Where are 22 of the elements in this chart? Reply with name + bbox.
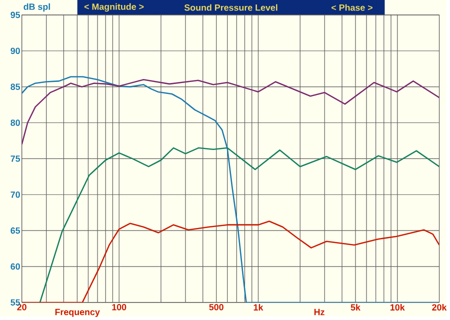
chart-title: Sound Pressure Level [184, 4, 278, 11]
text: Hz [314, 308, 324, 315]
x-tick-label: 500 [209, 304, 224, 310]
y-tick-label: 70 [10, 191, 20, 198]
y-tick-label: 95 [10, 12, 20, 18]
y-tick-label: 80 [10, 119, 20, 126]
x-tick-label: 10k [390, 304, 405, 310]
text: < Phase > [332, 4, 372, 11]
text: dB spl [24, 3, 50, 12]
y-tick-label: 75 [10, 155, 20, 162]
x-tick-label: 100 [112, 304, 126, 310]
x-tick-label: 1k [254, 304, 264, 310]
y-tick-label: 60 [10, 263, 20, 270]
y-tick-label: 55 [10, 299, 20, 306]
y-tick-label: 65 [10, 227, 20, 234]
x-tick-label: 5k [350, 304, 360, 310]
x-tick-label: 20 [17, 304, 26, 310]
text: Frequency [55, 308, 100, 317]
x-tick-label: 20k [432, 304, 447, 310]
y-tick-label: 90 [10, 48, 20, 54]
y-tick-label: 85 [10, 84, 20, 90]
text: < Magnitude > [84, 3, 144, 12]
